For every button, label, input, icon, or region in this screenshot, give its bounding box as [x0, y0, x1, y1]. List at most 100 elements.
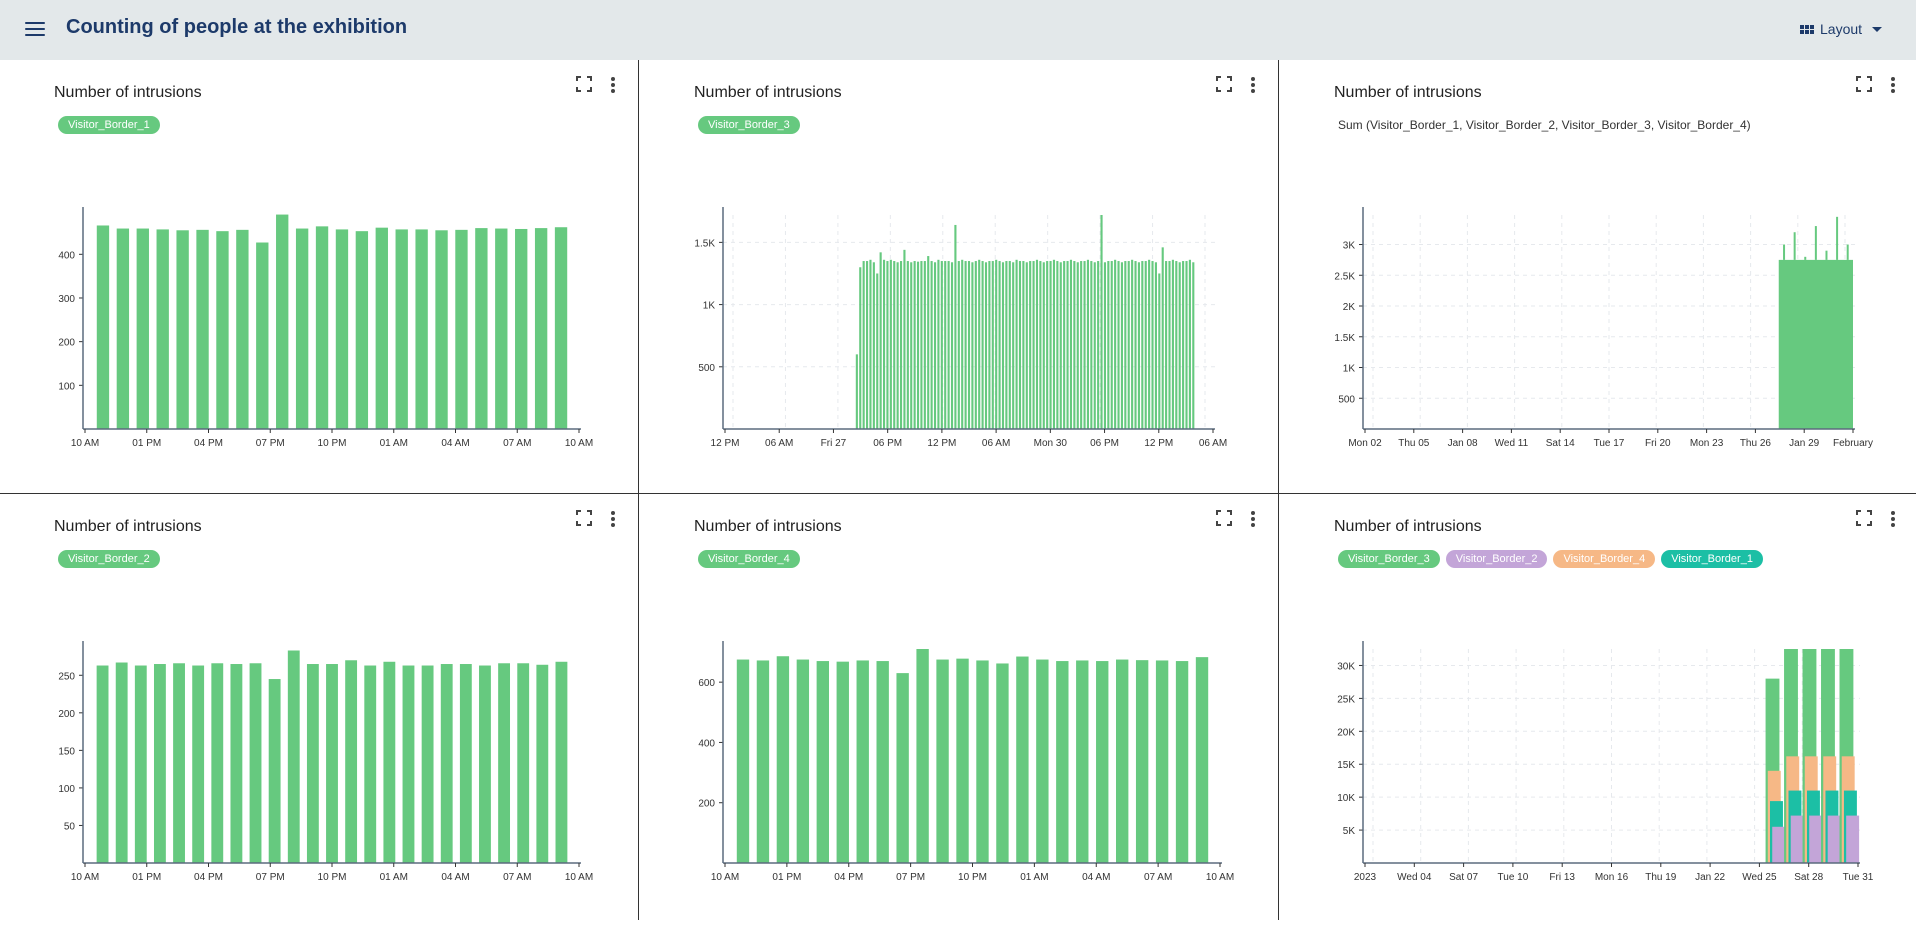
more-options-icon[interactable]	[1248, 76, 1258, 94]
legend-chip[interactable]: Visitor_Border_1	[1661, 550, 1763, 568]
bar	[1039, 261, 1042, 429]
y-tick-label: 200	[698, 799, 715, 810]
bar	[872, 262, 875, 429]
legend-chip[interactable]: Visitor_Border_3	[698, 116, 800, 134]
expand-icon[interactable]	[1856, 510, 1872, 526]
bar	[1042, 262, 1045, 429]
x-tick-label: Wed 25	[1742, 872, 1777, 883]
bar	[976, 660, 989, 863]
y-tick-label: 500	[1338, 394, 1355, 405]
bar	[136, 228, 149, 429]
expand-icon[interactable]	[576, 510, 592, 526]
expand-icon[interactable]	[1216, 510, 1232, 526]
bar	[326, 664, 338, 863]
x-tick-label: 10 AM	[71, 872, 99, 883]
bar	[1168, 261, 1171, 429]
bar	[134, 665, 147, 863]
bar	[1188, 259, 1191, 429]
bar	[1151, 261, 1154, 429]
formula-label: Sum (Visitor_Border_1, Visitor_Border_2,…	[1338, 118, 1751, 132]
y-tick-label: 400	[58, 250, 75, 261]
bar	[1790, 815, 1804, 863]
bar	[475, 228, 488, 429]
x-tick-label: Jan 22	[1695, 872, 1725, 883]
y-tick-label: 30K	[1337, 661, 1355, 672]
x-tick-label: Tue 31	[1843, 872, 1874, 883]
legend-chip[interactable]: Visitor_Border_3	[1338, 550, 1440, 568]
expand-icon[interactable]	[1856, 76, 1872, 92]
bar	[176, 230, 189, 429]
legend-chip[interactable]: Visitor_Border_2	[1445, 550, 1548, 568]
more-options-icon[interactable]	[1888, 76, 1898, 94]
bar	[96, 225, 110, 429]
x-tick-label: 07 PM	[256, 438, 285, 449]
bar	[991, 261, 994, 429]
bar	[1066, 261, 1069, 429]
bar	[498, 663, 511, 863]
bar	[1155, 660, 1169, 863]
bar	[916, 261, 920, 429]
layout-button[interactable]: Layout	[1800, 18, 1883, 40]
bar	[956, 658, 969, 863]
expand-icon[interactable]	[576, 76, 592, 92]
x-tick-label: 07 AM	[503, 438, 531, 449]
bar	[1182, 261, 1185, 429]
bar	[796, 659, 810, 863]
bar	[1080, 261, 1083, 429]
bar	[899, 261, 903, 429]
chart-panel: Number of intrusions Visitor_Border_1 100 2…	[0, 60, 640, 493]
more-options-icon[interactable]	[608, 510, 618, 528]
bar	[435, 230, 448, 429]
legend-chip[interactable]: Visitor_Border_4	[698, 550, 800, 568]
bar	[1036, 659, 1049, 863]
bar	[96, 665, 109, 863]
chart-svg: 500 1K 1.5K 12 PM 06 AM Fri 27 06 PM 12 PM 06 AM…	[694, 207, 1227, 449]
x-tick-label: 01 AM	[380, 872, 408, 883]
bar	[862, 261, 865, 429]
bar	[395, 229, 408, 429]
more-options-icon[interactable]	[1888, 510, 1898, 528]
x-tick-label: 01 PM	[772, 872, 801, 883]
x-tick-label: Thu 05	[1398, 438, 1430, 449]
bar	[1124, 261, 1127, 429]
hamburger-menu-icon[interactable]	[25, 22, 45, 38]
y-tick-label: 1K	[1343, 364, 1356, 375]
y-tick-label: 25K	[1337, 694, 1355, 705]
bar	[1016, 656, 1029, 863]
expand-icon[interactable]	[1216, 76, 1232, 92]
bar	[1134, 261, 1137, 429]
panel-title: Number of intrusions	[694, 518, 842, 535]
bar	[1846, 815, 1860, 863]
legend-chip[interactable]: Visitor_Border_1	[58, 116, 160, 134]
y-tick-label: 100	[58, 381, 75, 392]
x-tick-label: 04 PM	[834, 872, 863, 883]
bar	[440, 664, 453, 863]
y-tick-label: 300	[58, 294, 75, 305]
bar	[249, 663, 262, 863]
legend-chip[interactable]: Visitor_Border_2	[58, 550, 160, 568]
more-options-icon[interactable]	[608, 76, 618, 94]
legend-chip[interactable]: Visitor_Border_4	[1553, 550, 1656, 568]
bar	[534, 228, 548, 429]
bar	[967, 261, 971, 429]
page-title: Counting of people at the exhibition	[66, 16, 408, 38]
bar	[1063, 261, 1066, 429]
chart-panel: Number of intrusions Sum (Visitor_Border_…	[1280, 60, 1916, 493]
bar	[236, 229, 249, 429]
bar	[1052, 259, 1056, 429]
bar	[930, 261, 933, 429]
bar	[933, 262, 937, 429]
bar	[1120, 262, 1123, 429]
bar	[879, 252, 882, 429]
x-tick-label: Sat 14	[1546, 438, 1575, 449]
x-tick-label: Mon 16	[1595, 872, 1629, 883]
bar	[1056, 261, 1059, 429]
bar	[536, 664, 549, 863]
x-tick-label: 10 AM	[711, 872, 739, 883]
panel-title: Number of intrusions	[1334, 518, 1482, 535]
bar	[375, 227, 388, 429]
more-options-icon[interactable]	[1248, 510, 1258, 528]
y-tick-label: 10K	[1337, 793, 1355, 804]
bar	[1165, 261, 1168, 429]
bar	[736, 659, 750, 863]
